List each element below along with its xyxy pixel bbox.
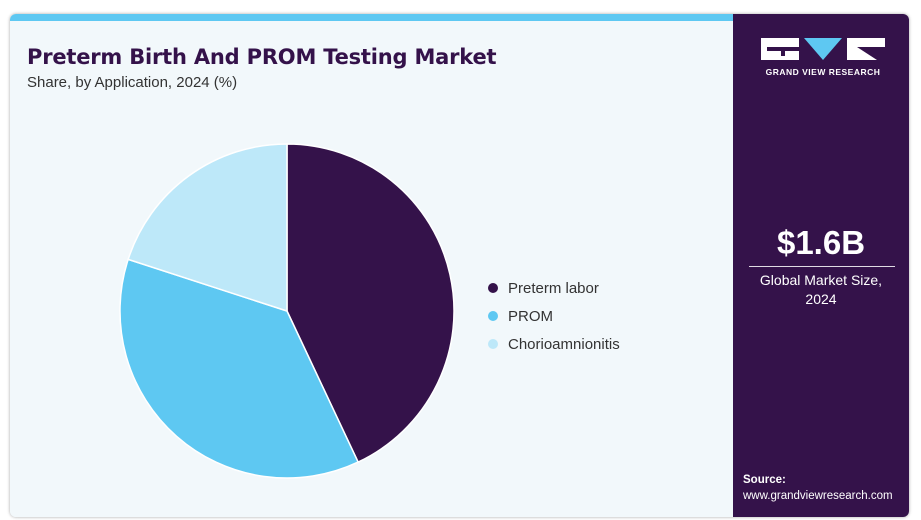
source-label: Source: (743, 474, 786, 486)
legend-item: PROM (488, 302, 620, 330)
market-desc-line-1: Global Market Size, (759, 272, 883, 288)
chart-panel: Preterm Birth And PROM Testing Market Sh… (10, 21, 733, 517)
legend-item: Preterm labor (488, 274, 620, 302)
legend-swatch (488, 339, 498, 349)
logo-g-icon (761, 38, 799, 60)
market-size-description: Global Market Size, 2024 (733, 271, 909, 309)
market-desc-line-2: 2024 (805, 291, 837, 307)
pie-slice-chorioamnionitis (127, 143, 288, 313)
legend-label: PROM (508, 307, 553, 325)
divider (749, 266, 895, 267)
legend-swatch (488, 283, 498, 293)
chart-title: Preterm Birth And PROM Testing Market (27, 45, 497, 69)
legend-swatch (488, 311, 498, 321)
logo-v-icon (804, 38, 842, 60)
pie-slice-preterm-labor (286, 143, 455, 464)
chart-legend: Preterm labor PROM Chorioamnionitis (488, 274, 620, 358)
logo-text: GRAND VIEW RESEARCH (765, 67, 881, 77)
infographic-card: Preterm Birth And PROM Testing Market Sh… (10, 14, 909, 517)
source-link[interactable]: www.grandviewresearch.com (743, 490, 893, 502)
pie-chart (119, 143, 455, 479)
logo-r-icon (847, 38, 885, 60)
market-size-value: $1.6B (776, 224, 866, 261)
company-logo: GRAND VIEW RESEARCH (761, 38, 885, 77)
legend-label: Chorioamnionitis (508, 335, 620, 353)
pie-slice-prom (119, 258, 360, 479)
accent-strip (10, 14, 733, 21)
legend-item: Chorioamnionitis (488, 330, 620, 358)
chart-subtitle: Share, by Application, 2024 (%) (27, 74, 238, 91)
logo-mark-icon (761, 38, 885, 60)
legend-label: Preterm labor (508, 279, 599, 297)
side-panel: GRAND VIEW RESEARCH $1.6B Global Market … (733, 14, 909, 517)
